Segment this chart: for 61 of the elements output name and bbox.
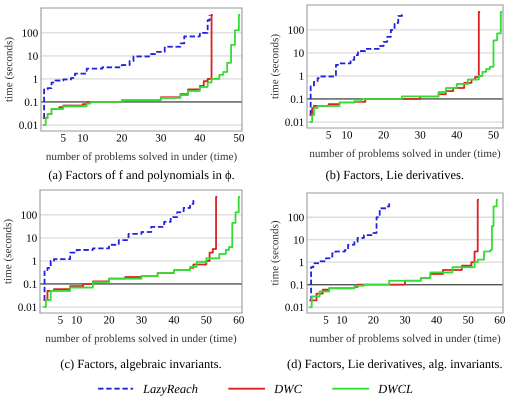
y-tick-label: 0.01: [285, 304, 304, 312]
text: (d) Factors, Lie derivatives, alg. invariants.: [288, 359, 502, 371]
x-tick-label: 60: [234, 316, 244, 324]
x-tick-label: 5: [324, 316, 328, 324]
y-tick-label: 0.1: [24, 280, 37, 288]
text: (b) Factors, Lie derivatives.: [326, 170, 464, 182]
x-tick-label: 30: [415, 131, 426, 139]
x-axis-title: number of problems solved in under (time): [310, 149, 500, 160]
x-tick-label: 20: [104, 316, 114, 324]
x-tick-label: 5: [58, 316, 63, 324]
y-tick-label: 10: [28, 52, 38, 60]
legend-label: DWCL: [378, 384, 412, 394]
y-tick-label: 100: [22, 211, 37, 219]
x-tick-label: 10: [337, 316, 347, 324]
x-axis-title: number of problems solved in under (time): [310, 334, 500, 344]
y-axis-title: time (seconds): [4, 219, 14, 284]
x-tick-label: 20: [116, 134, 127, 142]
y-tick-label: 10: [27, 234, 37, 242]
y-tick-label: 100: [288, 26, 304, 34]
y-tick-label: 0.01: [19, 121, 38, 130]
y-axis-title: time (seconds): [4, 37, 15, 102]
x-tick-label: 40: [452, 131, 462, 139]
x-tick-label: 30: [400, 316, 410, 324]
x-tick-label: 20: [378, 131, 389, 139]
y-tick-label: 1: [300, 258, 304, 266]
y-tick-label: 0.1: [290, 281, 304, 289]
y-tick-label: 100: [22, 29, 38, 37]
y-tick-label: 10: [294, 236, 304, 244]
y-axis-title: time (seconds): [270, 220, 281, 286]
text: (a) Factors of f and polynomials in ϕ.: [48, 170, 234, 182]
y-tick-label: 0.1: [290, 95, 304, 103]
x-tick-label: 60: [494, 316, 505, 324]
x-axis-title: number of problems solved in under (time): [46, 152, 237, 162]
x-tick-label: 50: [234, 134, 244, 142]
y-tick-label: 10: [294, 49, 304, 57]
y-tick-label: 1: [300, 72, 304, 80]
y-tick-label: 100: [288, 214, 304, 222]
y-tick-label: 1: [34, 75, 38, 83]
x-tick-label: 20: [368, 316, 379, 324]
x-tick-label: 30: [156, 134, 166, 142]
x-tick-label: 10: [342, 131, 352, 139]
y-tick-label: 1: [32, 257, 37, 265]
x-tick-label: 5: [61, 134, 66, 142]
x-axis-title: number of problems solved in under (time): [46, 334, 236, 344]
x-tick-label: 40: [194, 134, 205, 142]
legend-label: DWC: [274, 384, 302, 394]
x-tick-label: 50: [488, 131, 499, 139]
x-tick-label: 5: [326, 131, 331, 139]
x-tick-label: 50: [463, 316, 474, 324]
y-tick-label: 0.01: [285, 118, 304, 126]
x-tick-label: 10: [72, 316, 82, 324]
x-tick-label: 30: [136, 316, 147, 324]
x-tick-label: 10: [78, 134, 88, 142]
text: (c) Factors, algebraic invariants.: [60, 359, 221, 371]
legend-label: LazyReach: [142, 384, 198, 396]
y-axis-title: time (seconds): [270, 34, 281, 99]
x-tick-label: 40: [431, 316, 442, 324]
x-tick-label: 40: [168, 316, 180, 324]
y-tick-label: 0.01: [18, 303, 37, 312]
x-tick-label: 50: [201, 316, 212, 324]
y-tick-label: 0.1: [24, 98, 38, 106]
